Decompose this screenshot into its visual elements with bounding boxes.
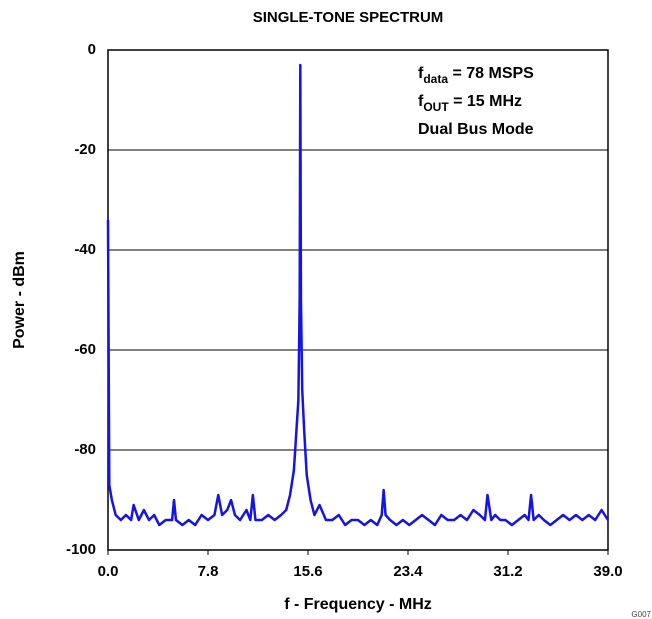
annotation-sub: OUT — [423, 100, 449, 114]
x-tick-label: 39.0 — [593, 563, 622, 580]
annotation: fOUT = 15 MHz — [418, 93, 522, 114]
x-tick-label: 15.6 — [293, 563, 322, 580]
annotation: fdata = 78 MSPS — [418, 65, 534, 86]
y-tick-label: -20 — [74, 141, 96, 158]
y-tick-label: -100 — [66, 541, 96, 558]
x-tick-label: 31.2 — [493, 563, 522, 580]
annotation-sub: data — [423, 72, 448, 86]
x-tick-label: 7.8 — [198, 563, 219, 580]
annotation-main: f — [418, 93, 424, 110]
annotation-rest: = 78 MSPS — [448, 65, 534, 82]
x-axis-label: f - Frequency - MHz — [284, 596, 432, 613]
annotation: Dual Bus Mode — [418, 121, 534, 138]
chart-title: SINGLE-TONE SPECTRUM — [253, 9, 444, 26]
annotation-main: Dual Bus Mode — [418, 121, 534, 138]
y-tick-label: -40 — [74, 241, 96, 258]
spectrum-line — [106, 63, 610, 527]
y-tick-label: -80 — [74, 441, 96, 458]
x-tick-label: 23.4 — [393, 563, 423, 580]
y-tick-label: 0 — [88, 41, 96, 58]
annotation-main: f — [418, 65, 424, 82]
x-tick-label: 0.0 — [98, 563, 119, 580]
y-tick-label: -60 — [74, 341, 96, 358]
figure-id: G007 — [631, 610, 651, 619]
y-axis-label: Power - dBm — [11, 251, 28, 349]
annotation-rest: = 15 MHz — [449, 93, 522, 110]
